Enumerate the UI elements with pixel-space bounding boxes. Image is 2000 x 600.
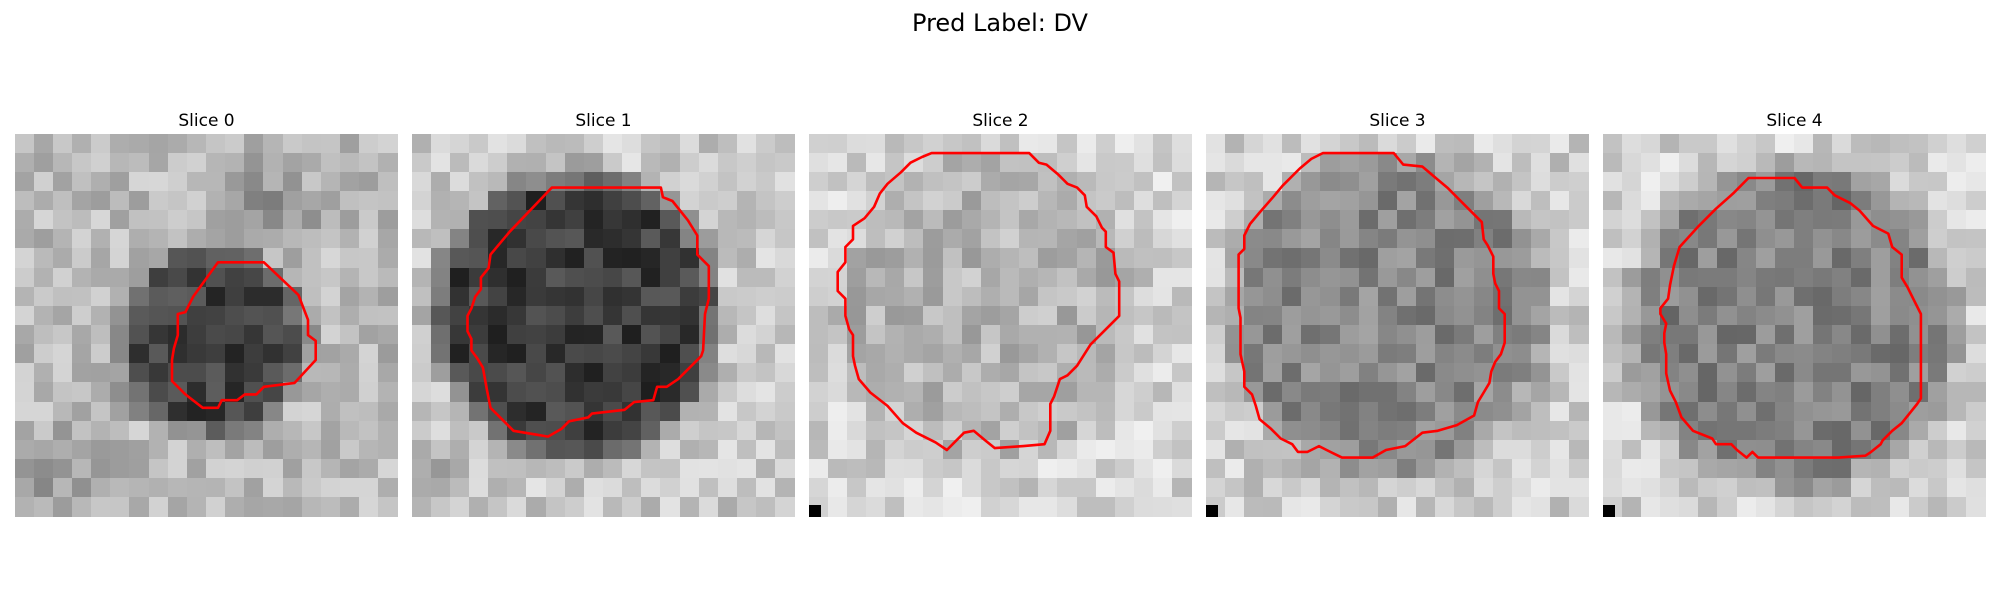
slice-image-1 <box>412 134 795 517</box>
lesion-contour-0 <box>170 261 318 410</box>
slice-image-2 <box>809 134 1192 517</box>
slice-title-0: Slice 0 <box>178 111 235 131</box>
slice-title-3: Slice 3 <box>1369 111 1426 131</box>
lesion-contour-4 <box>1659 176 1923 459</box>
slice-image-0 <box>15 134 398 517</box>
slice-panel-2: Slice 2 <box>809 110 1192 517</box>
slice-image-4 <box>1603 134 1986 517</box>
slice-panel-3: Slice 3 <box>1206 110 1589 517</box>
slice-panel-4: Slice 4 <box>1603 110 1986 517</box>
slice-title-1: Slice 1 <box>575 111 632 131</box>
slice-panel-1: Slice 1 <box>412 110 795 517</box>
slice-title-4: Slice 4 <box>1766 111 1823 131</box>
slice-panel-0: Slice 0 <box>15 110 398 517</box>
slice-image-3 <box>1206 134 1589 517</box>
lesion-contour-2 <box>836 151 1121 452</box>
lesion-contour-3 <box>1237 151 1507 459</box>
figure-title: Pred Label: DV <box>912 9 1088 37</box>
slice-title-2: Slice 2 <box>972 111 1029 131</box>
lesion-contour-1 <box>466 186 711 438</box>
